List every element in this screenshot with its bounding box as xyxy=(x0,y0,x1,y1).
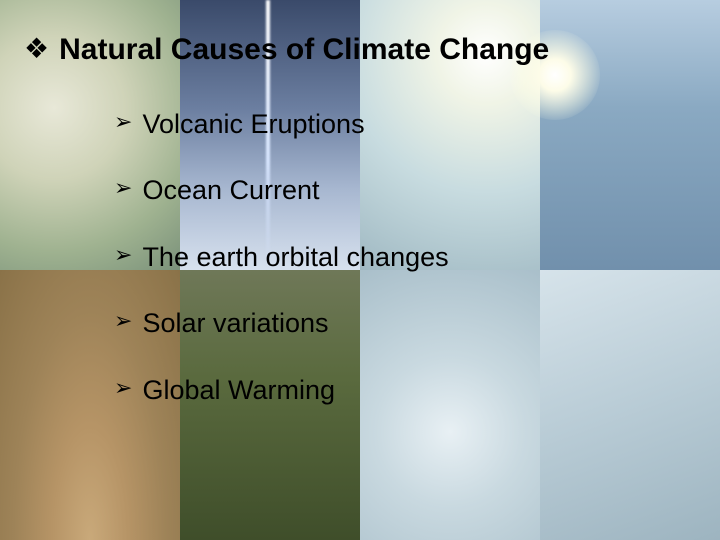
arrow-bullet-icon: ➢ xyxy=(114,108,132,137)
list-item: ➢ The earth orbital changes xyxy=(114,241,696,273)
arrow-bullet-icon: ➢ xyxy=(114,174,132,203)
diamond-bullet-icon: ❖ xyxy=(24,32,49,66)
list-item-text: Volcanic Eruptions xyxy=(142,108,364,140)
bullet-list: ➢ Volcanic Eruptions ➢ Ocean Current ➢ T… xyxy=(24,108,696,406)
list-item: ➢ Ocean Current xyxy=(114,174,696,206)
list-item: ➢ Solar variations xyxy=(114,307,696,339)
slide-heading: Natural Causes of Climate Change xyxy=(59,32,549,68)
list-item-text: Solar variations xyxy=(142,307,328,339)
slide-content: ❖ Natural Causes of Climate Change ➢ Vol… xyxy=(0,0,720,406)
list-item-text: Ocean Current xyxy=(142,174,319,206)
arrow-bullet-icon: ➢ xyxy=(114,374,132,403)
arrow-bullet-icon: ➢ xyxy=(114,307,132,336)
list-item: ➢ Global Warming xyxy=(114,374,696,406)
list-item-text: The earth orbital changes xyxy=(142,241,448,273)
arrow-bullet-icon: ➢ xyxy=(114,241,132,270)
list-item-text: Global Warming xyxy=(142,374,335,406)
list-item: ➢ Volcanic Eruptions xyxy=(114,108,696,140)
heading-row: ❖ Natural Causes of Climate Change xyxy=(24,32,696,68)
